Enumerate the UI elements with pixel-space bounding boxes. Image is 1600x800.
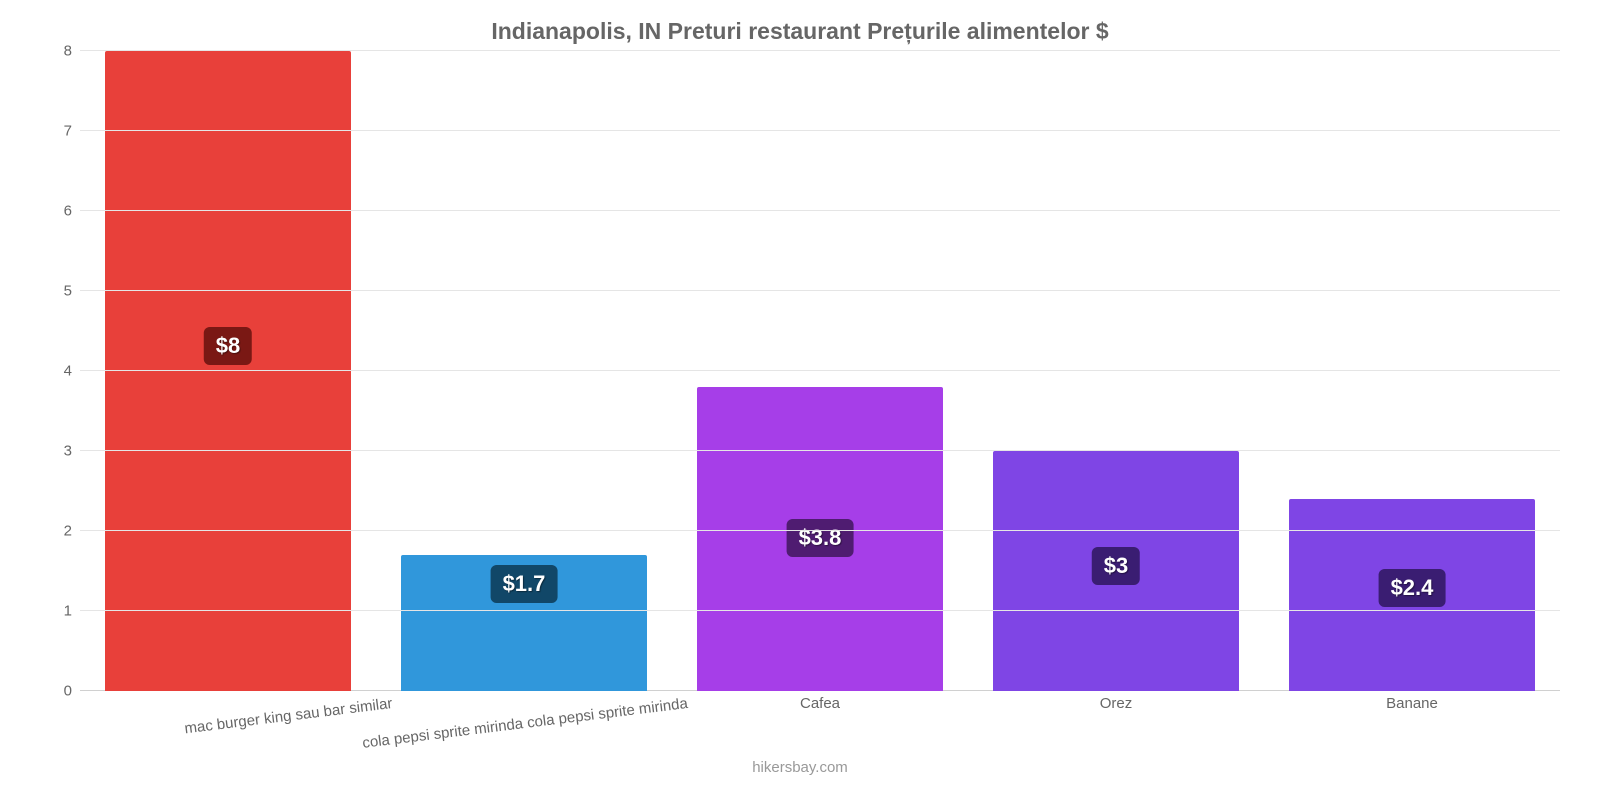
x-axis-category-label: Cafea bbox=[800, 695, 840, 712]
bar-slot: $2.4 bbox=[1264, 51, 1560, 691]
grid-line bbox=[80, 210, 1560, 211]
grid-line bbox=[80, 130, 1560, 131]
bar-slot: $8 bbox=[80, 51, 376, 691]
grid-line bbox=[80, 370, 1560, 371]
x-label-slot: cola pepsi sprite mirinda cola pepsi spr… bbox=[376, 691, 672, 771]
x-axis-category-label: Orez bbox=[1100, 695, 1133, 712]
y-tick-label: 6 bbox=[42, 203, 72, 220]
grid-line bbox=[80, 290, 1560, 291]
bar: $8 bbox=[105, 51, 351, 691]
bar-slot: $1.7 bbox=[376, 51, 672, 691]
x-axis-category-label: cola pepsi sprite mirinda cola pepsi spr… bbox=[362, 695, 689, 752]
price-bar-chart: Indianapolis, IN Preturi restaurant Preț… bbox=[0, 0, 1600, 800]
grid-line bbox=[80, 530, 1560, 531]
chart-title: Indianapolis, IN Preturi restaurant Preț… bbox=[30, 18, 1570, 45]
bar-value-label: $3.8 bbox=[787, 519, 854, 557]
y-tick-label: 4 bbox=[42, 363, 72, 380]
y-tick-label: 1 bbox=[42, 603, 72, 620]
bar-slot: $3.8 bbox=[672, 51, 968, 691]
plot-area: $8$1.7$3.8$3$2.4 012345678 bbox=[80, 51, 1560, 691]
y-tick-label: 7 bbox=[42, 123, 72, 140]
x-axis-category-label: mac burger king sau bar similar bbox=[183, 695, 393, 737]
bar-value-label: $2.4 bbox=[1379, 569, 1446, 607]
y-tick-label: 3 bbox=[42, 443, 72, 460]
x-label-slot: Orez bbox=[968, 691, 1264, 771]
y-tick-label: 0 bbox=[42, 683, 72, 700]
x-axis-labels: mac burger king sau bar similarcola peps… bbox=[80, 691, 1560, 771]
bar-value-label: $3 bbox=[1092, 547, 1140, 585]
bar: $3.8 bbox=[697, 387, 943, 691]
bar-value-label: $8 bbox=[204, 327, 252, 365]
bar: $3 bbox=[993, 451, 1239, 691]
x-label-slot: Banane bbox=[1264, 691, 1560, 771]
y-tick-label: 2 bbox=[42, 523, 72, 540]
bars-group: $8 $1.7 $3.8 $3 $2.4 bbox=[80, 51, 1560, 691]
bar-slot: $3 bbox=[968, 51, 1264, 691]
grid-line bbox=[80, 50, 1560, 51]
y-tick-label: 5 bbox=[42, 283, 72, 300]
bar-value-label: $1.7 bbox=[491, 565, 558, 603]
x-axis-category-label: Banane bbox=[1386, 695, 1438, 712]
bar: $1.7 bbox=[401, 555, 647, 691]
bar: $2.4 bbox=[1289, 499, 1535, 691]
x-label-slot: mac burger king sau bar similar bbox=[80, 691, 376, 771]
grid-line bbox=[80, 450, 1560, 451]
grid-line bbox=[80, 610, 1560, 611]
y-tick-label: 8 bbox=[42, 43, 72, 60]
x-label-slot: Cafea bbox=[672, 691, 968, 771]
